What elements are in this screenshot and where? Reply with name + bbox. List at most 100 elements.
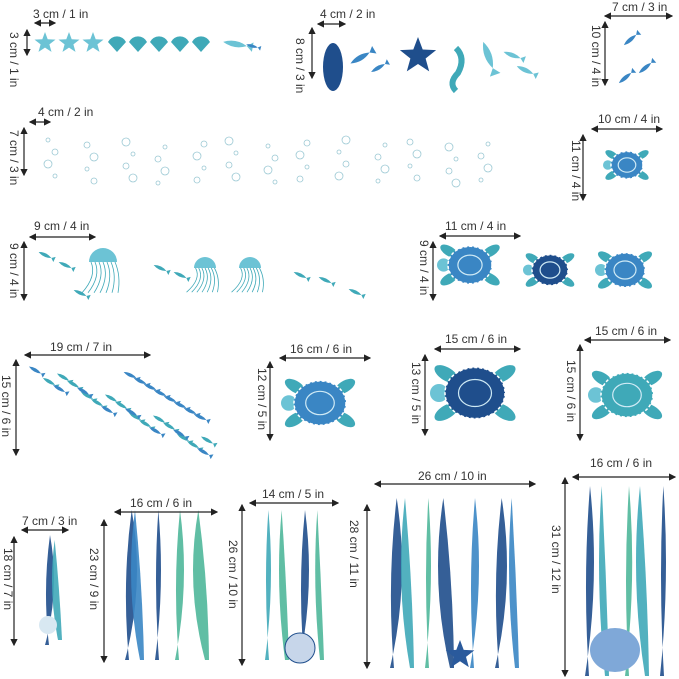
coral: [590, 628, 640, 672]
starfish: [82, 32, 104, 52]
jellyfish-tentacle: [210, 267, 215, 293]
seaweed: [265, 510, 271, 660]
width-label-seaweed-leafy: 16 cm / 6 in: [130, 496, 193, 510]
fish: [58, 262, 76, 272]
shell-pattern: [457, 254, 483, 276]
width-label-small-turtle: 10 cm / 4 in: [598, 112, 661, 126]
fish: [153, 390, 171, 400]
bubble: [192, 151, 202, 161]
turtle-head: [603, 160, 613, 170]
jellyfish: [239, 257, 261, 268]
scallop-shell: [192, 36, 210, 52]
bubble: [200, 140, 208, 148]
jellyfish-tentacle: [93, 261, 102, 294]
seaweed: [52, 540, 62, 640]
bubble: [121, 137, 131, 147]
bubble: [374, 153, 382, 161]
small-fish: [223, 40, 254, 52]
bubble: [233, 150, 239, 156]
bubble: [444, 142, 454, 152]
angelfish: [618, 67, 637, 84]
bubble: [336, 149, 342, 155]
seaweed: [300, 510, 309, 660]
scallop-shell: [39, 616, 57, 634]
fish: [482, 41, 501, 77]
bubble: [413, 174, 421, 182]
fish: [100, 406, 118, 418]
height-label-seaweed-coral-starfish: 28 cm / 11 in: [347, 520, 361, 588]
fish: [138, 420, 156, 432]
height-label-turtle-15-round: 13 cm / 5 in: [409, 362, 423, 425]
fish: [183, 408, 201, 418]
bubble: [201, 165, 207, 171]
height-label-small-turtle: 11 cm / 4 in: [569, 140, 583, 202]
bubble: [193, 176, 201, 184]
bubble: [295, 150, 305, 160]
height-label-turtle-16: 12 cm / 5 in: [255, 368, 269, 431]
fish: [56, 373, 74, 385]
angelfish: [371, 59, 390, 72]
height-label-seaweed-shell: 18 cm / 7 in: [1, 548, 15, 611]
bubble: [382, 142, 388, 148]
turtle: [610, 150, 644, 180]
fish: [76, 387, 94, 399]
bubble: [483, 163, 493, 173]
height-label-shell-fish-starfish-seahorse: 8 cm / 3 in: [293, 38, 307, 94]
width-label-seaweed-conch: 14 cm / 5 in: [262, 487, 325, 501]
width-label-jellyfish: 9 cm / 4 in: [34, 219, 90, 233]
fish: [186, 441, 204, 453]
fish: [200, 436, 218, 448]
bubble: [412, 149, 422, 159]
bubble: [453, 156, 459, 162]
seaweed: [315, 510, 324, 660]
bubble: [445, 167, 453, 175]
fish: [66, 380, 84, 392]
width-label-three-turtles: 11 cm / 4 in: [445, 219, 507, 233]
fish: [503, 51, 526, 64]
fish: [73, 290, 91, 300]
turtle: [604, 252, 646, 288]
turtle-head: [281, 395, 297, 411]
seaweed: [599, 486, 609, 676]
jellyfish-tentacle: [201, 267, 208, 293]
seaweed: [509, 498, 519, 668]
width-label-turtle-16: 16 cm / 6 in: [290, 342, 353, 356]
bubble: [263, 165, 273, 175]
bubble: [342, 160, 350, 168]
shell-pattern: [617, 157, 637, 173]
jellyfish-tentacle: [241, 267, 250, 293]
seaweed: [193, 510, 209, 660]
starfish: [445, 640, 475, 668]
height-label-seaweed-conch: 26 cm / 10 in: [226, 540, 240, 609]
fish: [143, 384, 161, 394]
bubble: [265, 143, 271, 149]
bubble: [271, 154, 279, 162]
turtle: [447, 245, 493, 285]
bubble: [272, 179, 278, 185]
scallop-shell: [150, 36, 168, 52]
height-label-starfish-shells-small-fish: 3 cm / 1 in: [7, 32, 21, 88]
fish: [148, 427, 166, 439]
turtle: [531, 253, 569, 287]
turtle-head: [430, 384, 448, 402]
seahorse: [449, 45, 465, 94]
seaweed: [175, 510, 184, 660]
jellyfish-tentacle: [251, 267, 257, 293]
bubble: [155, 180, 161, 186]
turtle: [600, 372, 654, 418]
turtle: [444, 366, 506, 420]
width-label-bubbles: 4 cm / 2 in: [38, 105, 94, 119]
fish: [42, 378, 60, 390]
seaweed: [625, 486, 633, 676]
jellyfish-tentacle: [236, 267, 246, 293]
seaweed: [470, 498, 479, 668]
jellyfish: [89, 248, 117, 262]
fish: [80, 392, 98, 404]
bubble: [485, 141, 491, 147]
bubble: [296, 175, 304, 183]
bubble: [52, 173, 58, 179]
jellyfish-tentacle: [214, 267, 219, 293]
fish: [293, 272, 311, 282]
jellyfish-tentacle: [114, 261, 120, 293]
